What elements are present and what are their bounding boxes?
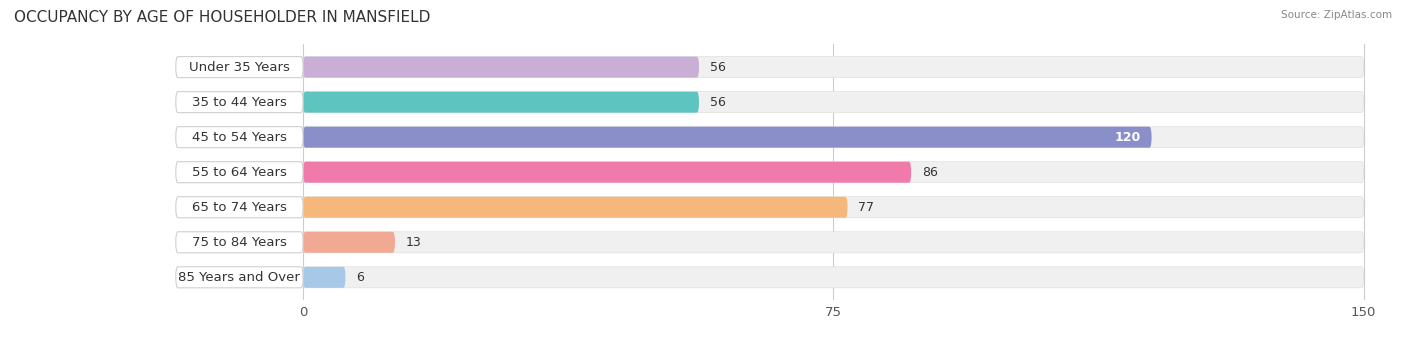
Text: 85 Years and Over: 85 Years and Over (179, 271, 301, 284)
FancyBboxPatch shape (176, 232, 304, 253)
FancyBboxPatch shape (304, 162, 911, 183)
FancyBboxPatch shape (304, 57, 1364, 78)
Text: 13: 13 (405, 236, 422, 249)
FancyBboxPatch shape (176, 162, 304, 183)
FancyBboxPatch shape (304, 267, 346, 288)
FancyBboxPatch shape (304, 127, 1364, 148)
FancyBboxPatch shape (304, 197, 848, 218)
Text: 77: 77 (858, 201, 875, 214)
FancyBboxPatch shape (304, 162, 1364, 183)
FancyBboxPatch shape (176, 267, 304, 288)
Text: 55 to 64 Years: 55 to 64 Years (193, 166, 287, 179)
FancyBboxPatch shape (304, 232, 1364, 253)
Text: 6: 6 (356, 271, 364, 284)
FancyBboxPatch shape (304, 92, 699, 113)
FancyBboxPatch shape (304, 197, 1364, 218)
Text: OCCUPANCY BY AGE OF HOUSEHOLDER IN MANSFIELD: OCCUPANCY BY AGE OF HOUSEHOLDER IN MANSF… (14, 10, 430, 25)
Text: 56: 56 (710, 95, 725, 109)
FancyBboxPatch shape (176, 127, 304, 148)
FancyBboxPatch shape (304, 57, 699, 78)
Text: 65 to 74 Years: 65 to 74 Years (193, 201, 287, 214)
FancyBboxPatch shape (304, 127, 1152, 148)
Text: 35 to 44 Years: 35 to 44 Years (193, 95, 287, 109)
FancyBboxPatch shape (176, 92, 304, 113)
FancyBboxPatch shape (176, 57, 304, 78)
FancyBboxPatch shape (176, 197, 304, 218)
Text: 56: 56 (710, 61, 725, 74)
Text: 75 to 84 Years: 75 to 84 Years (193, 236, 287, 249)
Text: 120: 120 (1115, 131, 1142, 144)
FancyBboxPatch shape (304, 232, 395, 253)
Text: 86: 86 (922, 166, 938, 179)
Text: 45 to 54 Years: 45 to 54 Years (193, 131, 287, 144)
Text: Source: ZipAtlas.com: Source: ZipAtlas.com (1281, 10, 1392, 20)
Text: Under 35 Years: Under 35 Years (188, 61, 290, 74)
FancyBboxPatch shape (304, 92, 1364, 113)
FancyBboxPatch shape (304, 267, 1364, 288)
